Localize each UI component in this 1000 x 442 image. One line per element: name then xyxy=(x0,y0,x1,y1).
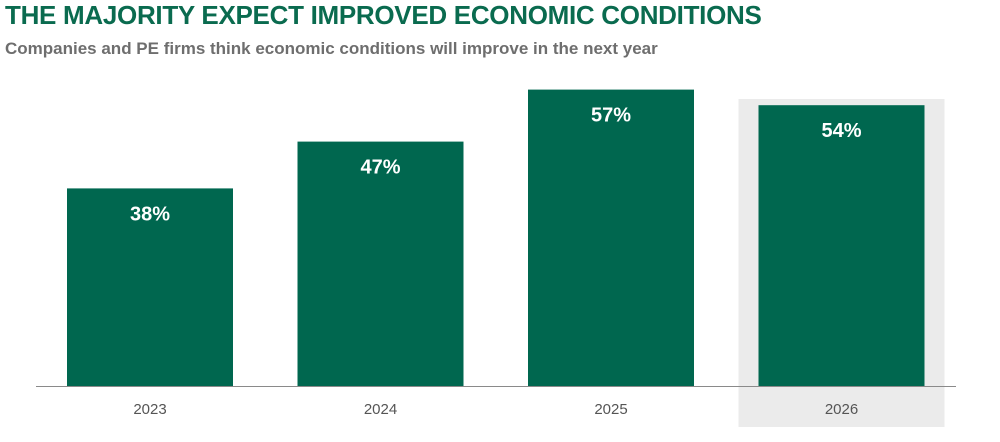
x-tick-label-2024: 2024 xyxy=(364,401,397,418)
bar-2023 xyxy=(67,188,233,386)
data-label-2024: 47% xyxy=(360,157,400,179)
bar-2025 xyxy=(528,89,694,386)
bars-layer xyxy=(67,89,925,386)
data-labels-layer: 38% 47% 57% 54% xyxy=(130,105,862,226)
data-label-2025: 57% xyxy=(591,105,631,127)
data-label-2023: 38% xyxy=(130,203,170,225)
x-tick-label-2023: 2023 xyxy=(133,401,166,418)
bar-2024 xyxy=(297,141,464,386)
x-tick-label-2025: 2025 xyxy=(594,401,627,418)
bar-2026 xyxy=(758,105,925,386)
chart-title: THE MAJORITY EXPECT IMPROVED ECONOMIC CO… xyxy=(5,0,762,30)
x-tick-labels-layer: 2023 2024 2025 2026 xyxy=(133,401,858,418)
x-tick-label-2026: 2026 xyxy=(825,401,858,418)
data-label-2026: 54% xyxy=(821,120,861,142)
chart-subtitle: Companies and PE firms think economic co… xyxy=(5,39,658,58)
